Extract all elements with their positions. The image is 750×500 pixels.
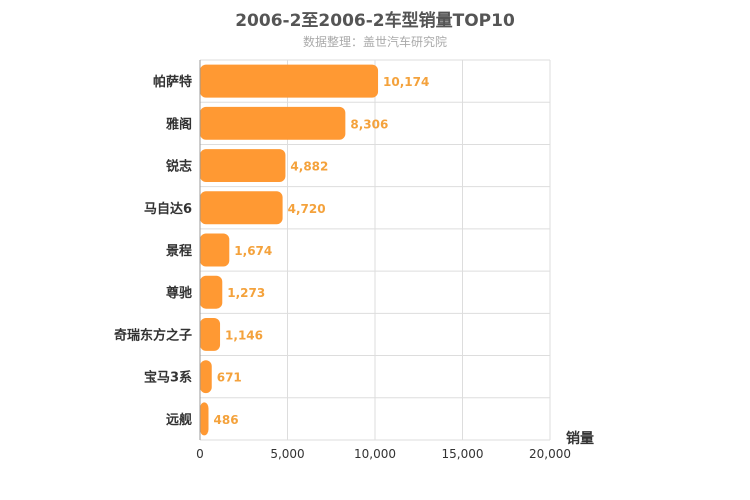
category-label: 马自达6 bbox=[144, 201, 192, 217]
x-axis-title: 销量 bbox=[566, 430, 594, 447]
bar bbox=[200, 233, 230, 267]
x-tick-label: 20,000 bbox=[529, 447, 571, 461]
chart-title: 2006-2至2006-2车型销量TOP10 bbox=[235, 11, 515, 31]
category-label: 雅阁 bbox=[166, 116, 192, 132]
data-label: 1,674 bbox=[234, 244, 272, 258]
x-tick-label: 10,000 bbox=[354, 447, 396, 461]
x-tick-label: 5,000 bbox=[270, 447, 304, 461]
chart-subtitle: 数据整理：盖世汽车研究院 bbox=[302, 35, 447, 49]
gridlines bbox=[199, 59, 551, 441]
bar bbox=[200, 275, 223, 309]
bar bbox=[200, 317, 221, 351]
data-label: 1,146 bbox=[225, 328, 263, 342]
category-label: 尊驰 bbox=[166, 285, 192, 301]
bars: 10,174 8,306 4,882 4,720 1,674 1,273 1,146 671 4… bbox=[200, 64, 429, 436]
bar bbox=[200, 64, 379, 98]
bar bbox=[200, 149, 286, 183]
x-tick-label: 0 bbox=[196, 447, 204, 461]
category-label: 远舰 bbox=[166, 412, 192, 428]
category-label: 宝马3系 bbox=[144, 370, 192, 386]
category-label: 锐志 bbox=[166, 159, 192, 175]
data-label: 671 bbox=[217, 371, 242, 385]
bar bbox=[200, 360, 212, 394]
category-label: 奇瑞东方之子 bbox=[114, 327, 192, 343]
category-label: 景程 bbox=[166, 244, 192, 259]
data-label: 486 bbox=[214, 413, 239, 427]
data-label: 4,720 bbox=[288, 202, 326, 216]
category-label: 帕萨特 bbox=[153, 74, 192, 90]
bar bbox=[200, 191, 283, 225]
bar bbox=[200, 106, 346, 140]
bar bbox=[200, 402, 209, 436]
data-label: 4,882 bbox=[290, 160, 328, 174]
data-label: 8,306 bbox=[350, 117, 388, 131]
data-label: 10,174 bbox=[383, 75, 429, 89]
x-tick-label: 15,000 bbox=[442, 447, 484, 461]
data-label: 1,273 bbox=[227, 286, 265, 300]
